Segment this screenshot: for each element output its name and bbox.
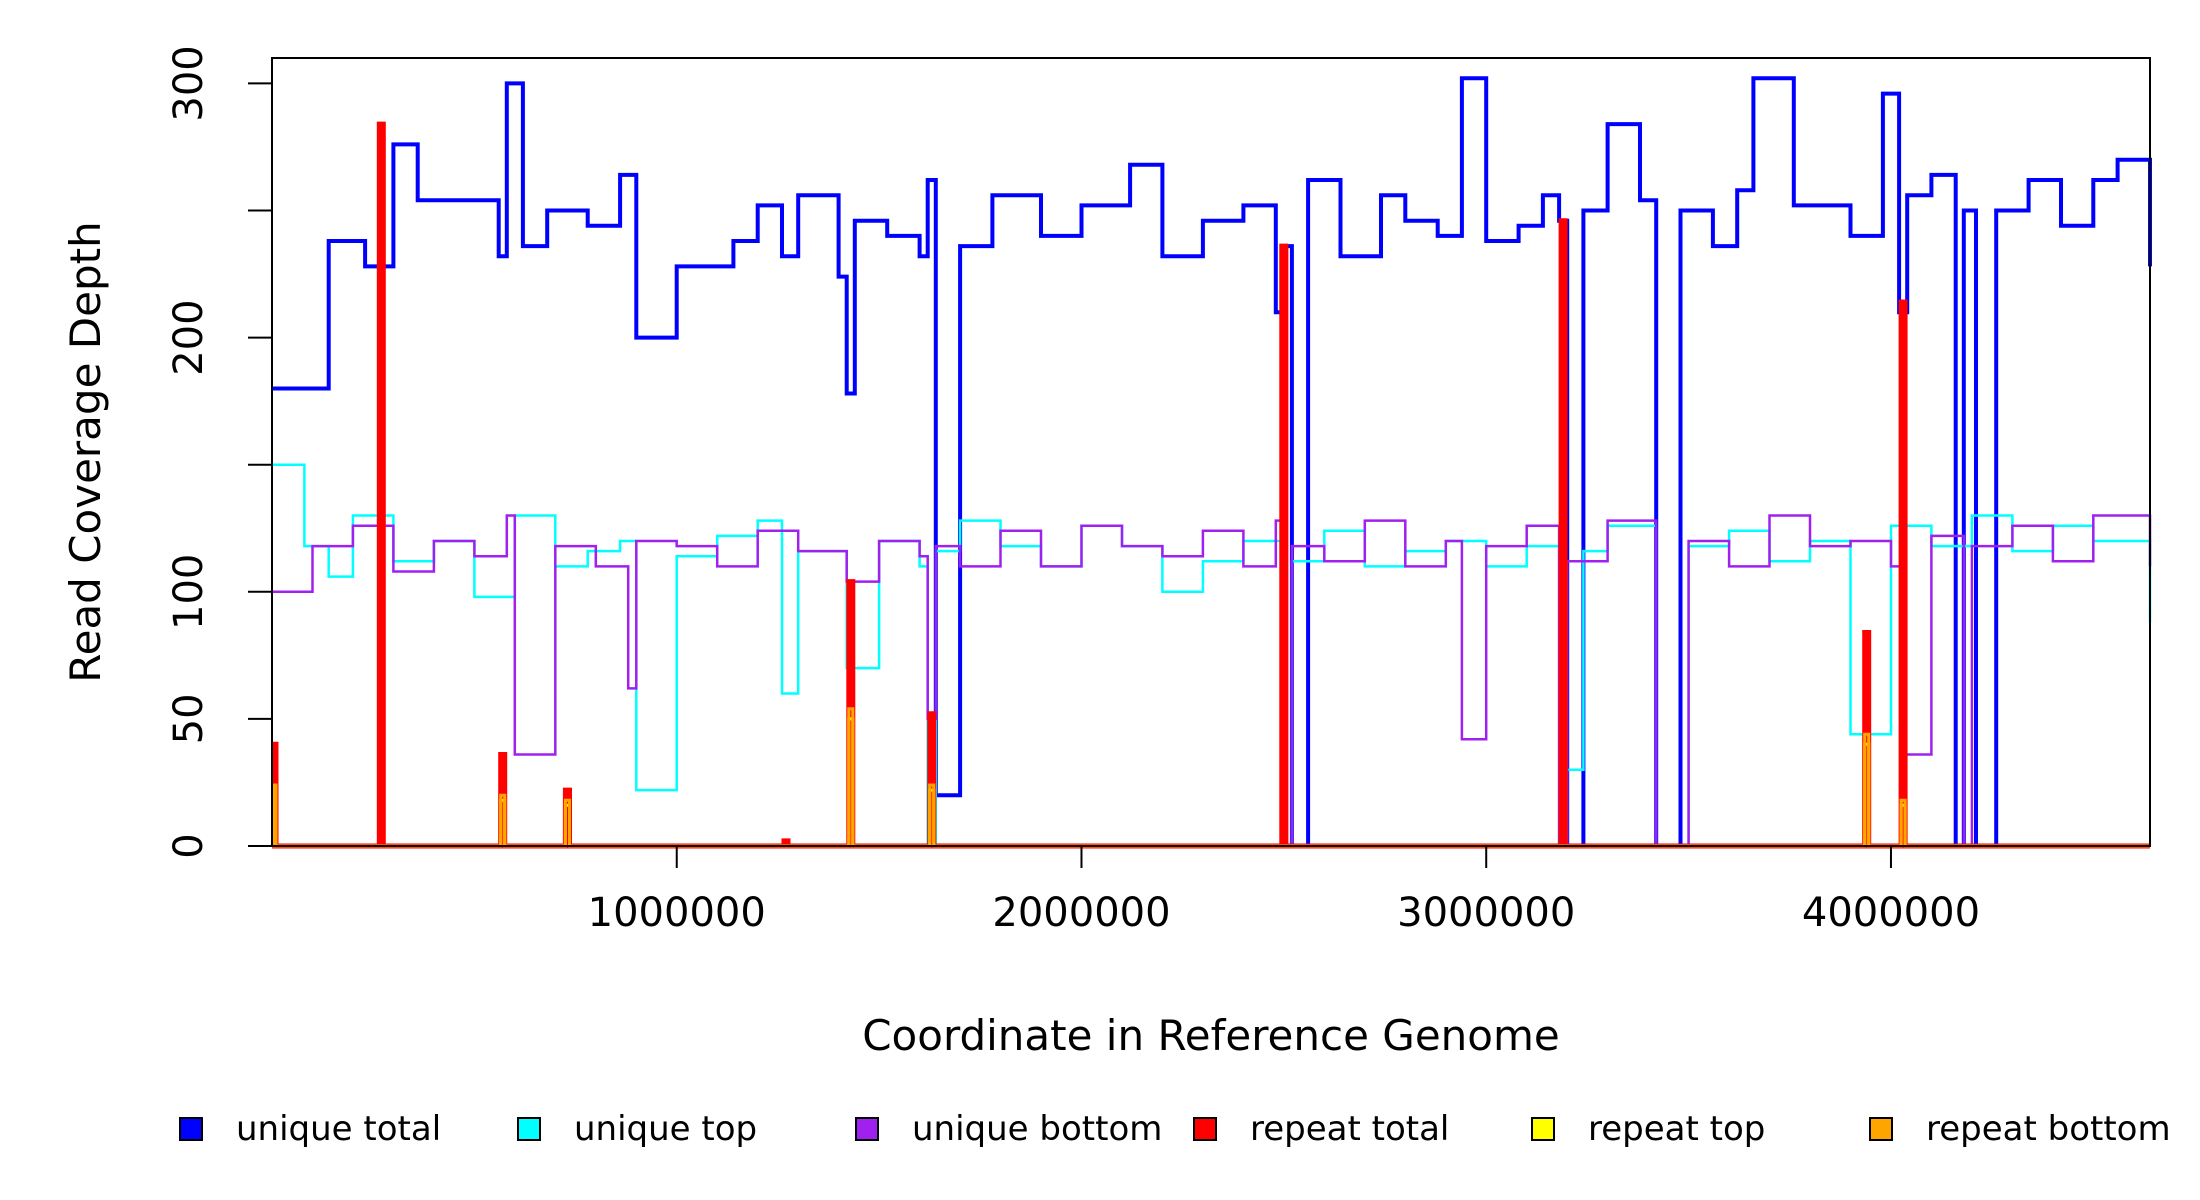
series-line-unique-bottom xyxy=(272,514,2152,848)
x-axis-label: Coordinate in Reference Genome xyxy=(862,1011,1560,1060)
x-tick-label: 2000000 xyxy=(992,890,1170,936)
legend-label: repeat top xyxy=(1588,1109,1765,1149)
legend-label: unique bottom xyxy=(912,1109,1162,1149)
legend-swatch xyxy=(1193,1117,1217,1141)
plot-frame xyxy=(271,57,2151,847)
legend-label: unique top xyxy=(574,1109,757,1149)
x-tick-label: 3000000 xyxy=(1397,890,1575,936)
legend-swatch xyxy=(179,1117,203,1141)
y-tick-label: 200 xyxy=(166,299,212,375)
y-tick-label: 300 xyxy=(166,45,212,121)
x-axis: 1000000 2000000 3000000 4000000 xyxy=(588,846,1980,936)
y-tick-label: 0 xyxy=(166,833,212,858)
y-tick-label: 100 xyxy=(166,554,212,630)
y-axis-label: Read Coverage Depth xyxy=(61,221,110,682)
legend-swatch xyxy=(1869,1117,1893,1141)
legend-swatch xyxy=(517,1117,541,1141)
legend-label: repeat total xyxy=(1250,1109,1449,1149)
legend-swatch xyxy=(855,1117,879,1141)
legend: unique total unique top unique bottom repea… xyxy=(179,1109,2171,1149)
legend-swatch xyxy=(1531,1117,1555,1141)
y-axis: 0 50 100 200 300 xyxy=(166,45,272,859)
legend-label: unique total xyxy=(236,1109,441,1149)
y-tick-label: 50 xyxy=(166,693,212,744)
x-tick-label: 4000000 xyxy=(1802,890,1980,936)
legend-label: repeat bottom xyxy=(1926,1109,2171,1149)
x-tick-label: 1000000 xyxy=(588,890,766,936)
